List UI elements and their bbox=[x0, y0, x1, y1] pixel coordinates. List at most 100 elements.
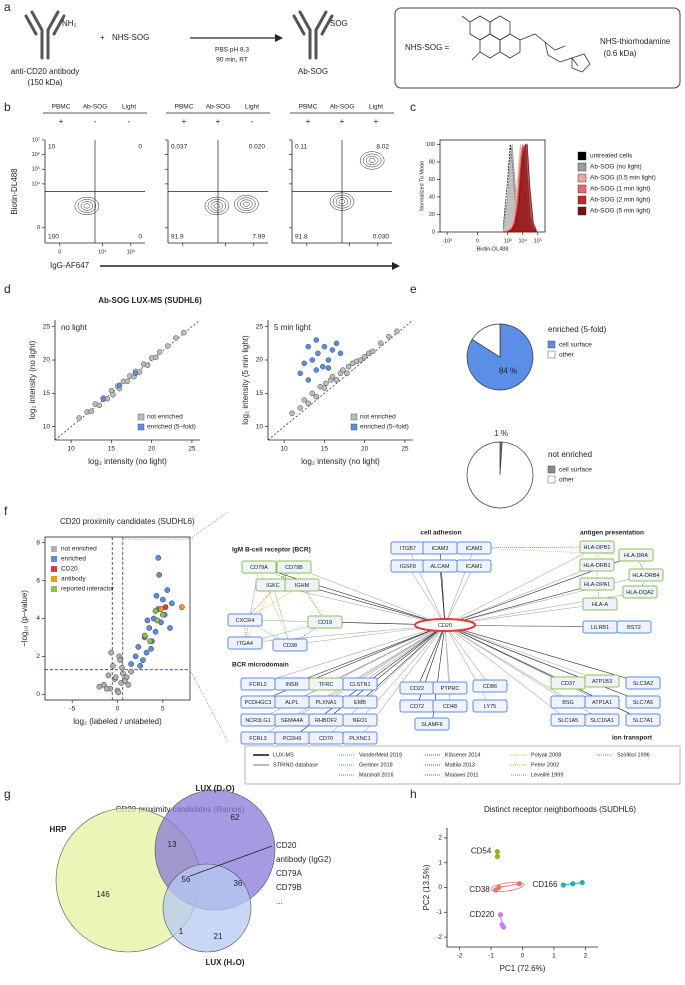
point bbox=[164, 587, 171, 593]
x-tick-label: 10 bbox=[280, 446, 288, 453]
node-label: NCR3LG1 bbox=[245, 718, 270, 724]
node-label: BSG bbox=[562, 700, 574, 706]
node-label: CD38 bbox=[283, 643, 297, 649]
point bbox=[159, 596, 166, 603]
contour bbox=[237, 197, 256, 212]
node-label: LY75 bbox=[484, 704, 496, 710]
region-count: 13 bbox=[168, 840, 177, 849]
node-label: HLA-DPB1 bbox=[584, 545, 611, 551]
node bbox=[272, 638, 308, 652]
legend-label: other bbox=[559, 477, 575, 484]
edge bbox=[444, 583, 598, 626]
condition: + bbox=[306, 117, 311, 126]
node bbox=[342, 677, 378, 691]
zoom-line bbox=[189, 669, 229, 743]
point bbox=[120, 670, 126, 677]
edge bbox=[444, 565, 475, 626]
quadrant-value: 0 bbox=[138, 144, 142, 151]
bonds bbox=[461, 15, 481, 61]
y-tick-label: 0 bbox=[432, 229, 435, 235]
legend-label: Marshall 2016 bbox=[359, 772, 394, 778]
legend-label: enriched (5–fold) bbox=[147, 424, 196, 431]
center-label: CD20 bbox=[438, 623, 452, 629]
node-label: ITGA4 bbox=[237, 641, 253, 647]
node-label: INSR bbox=[285, 682, 298, 688]
annotation: CD20 bbox=[276, 841, 297, 850]
legend-label: Szöllösi 1996 bbox=[617, 752, 650, 758]
node-label: CD86 bbox=[483, 684, 497, 690]
legend-label: STRING database bbox=[273, 762, 318, 768]
panel-letter: b bbox=[4, 100, 11, 114]
x-tick-label: 10³ bbox=[504, 238, 512, 244]
condition: - bbox=[128, 117, 131, 126]
y-tick-label: 4 bbox=[36, 615, 40, 622]
condition: + bbox=[59, 117, 64, 126]
y-axis-label: Normalized To Mode bbox=[419, 161, 425, 211]
product: Ab-SOG bbox=[298, 67, 328, 76]
point bbox=[140, 657, 146, 664]
point bbox=[96, 683, 103, 690]
contour bbox=[362, 153, 382, 168]
node-label: HLA-DRB1 bbox=[583, 563, 610, 569]
node-label: PCDH9 bbox=[283, 736, 302, 742]
y-tick-label: 20 bbox=[43, 357, 51, 364]
node-label: LILRB1 bbox=[591, 625, 609, 631]
point bbox=[329, 347, 336, 353]
node bbox=[579, 558, 615, 572]
node bbox=[432, 681, 468, 695]
node-label: ALPL bbox=[285, 700, 298, 706]
legend-label: Kläsener 2014 bbox=[445, 752, 480, 758]
node bbox=[456, 541, 492, 555]
node bbox=[241, 560, 277, 574]
node bbox=[625, 713, 661, 727]
point bbox=[297, 405, 303, 411]
point bbox=[325, 357, 332, 363]
node-label: ATP1B3 bbox=[592, 679, 612, 685]
x-tick-label: 15 bbox=[108, 446, 116, 453]
quadrant-value: 7.99 bbox=[252, 234, 265, 241]
edge bbox=[444, 624, 603, 682]
contour bbox=[368, 157, 376, 163]
point bbox=[110, 391, 116, 398]
literature-edge bbox=[293, 566, 326, 623]
point bbox=[156, 572, 163, 578]
quadrant-value: 0.037 bbox=[171, 144, 188, 151]
y-tick-label: 10⁶ bbox=[32, 151, 40, 158]
y-axis-label: log₂ intensity (5 min light) bbox=[241, 335, 250, 425]
legend-label: not enriched bbox=[61, 546, 97, 553]
node bbox=[584, 674, 620, 688]
label: (150 kDa) bbox=[27, 78, 62, 87]
chart-title: CD20 proximity candidates (SUDHL6) bbox=[60, 517, 195, 526]
quadrant-value: 0.11 bbox=[295, 144, 308, 151]
legend-swatch bbox=[350, 413, 358, 421]
point bbox=[321, 385, 328, 391]
node-label: PLXNC1 bbox=[349, 736, 370, 742]
point bbox=[560, 882, 566, 888]
legend-label: enriched (5–fold) bbox=[360, 424, 409, 431]
y-tick-label: 25 bbox=[256, 323, 264, 330]
chart-title: Distinct receptor neighborhoods (SUDHL6) bbox=[484, 805, 636, 814]
x-tick-label: 20 bbox=[148, 446, 156, 453]
condition: - bbox=[251, 117, 254, 126]
edge bbox=[407, 565, 446, 626]
node-label: ALCAM bbox=[431, 564, 450, 570]
contour bbox=[74, 196, 100, 216]
node-label: ICAM3 bbox=[432, 546, 449, 552]
legend-swatch bbox=[577, 162, 587, 172]
point bbox=[148, 645, 154, 652]
literature-edge bbox=[244, 566, 295, 621]
quadrant-value: 0.030 bbox=[373, 234, 390, 241]
annotation: CD79A bbox=[276, 869, 302, 878]
point bbox=[340, 367, 346, 373]
point bbox=[320, 363, 326, 370]
label: NHS-thiorhodamine bbox=[600, 37, 671, 46]
point bbox=[579, 879, 585, 886]
ring bbox=[571, 53, 591, 73]
label: (0.6 kDa) bbox=[604, 49, 637, 58]
legend-label: VanderMeid 2019 bbox=[359, 752, 402, 758]
legend-swatch bbox=[137, 413, 145, 421]
condition: - bbox=[94, 117, 97, 126]
node-label: HLA-DPA1 bbox=[584, 582, 611, 588]
point bbox=[143, 649, 150, 656]
